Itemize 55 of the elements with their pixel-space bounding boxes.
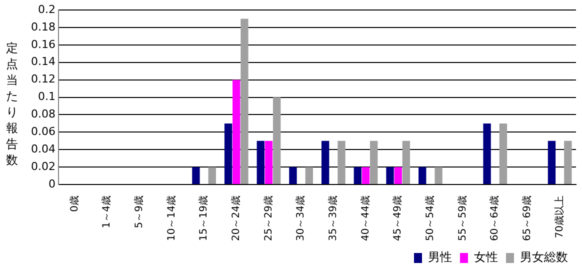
bar xyxy=(402,140,410,184)
bar xyxy=(240,18,248,184)
x-tick-label: 5～9歳 xyxy=(132,196,145,228)
legend-label: 女性 xyxy=(474,250,498,264)
bar xyxy=(264,140,273,184)
x-tick-label: 70歳以上 xyxy=(553,196,566,238)
x-tick-label: 65～69歳 xyxy=(521,196,534,242)
y-tick-label: 0.08 xyxy=(30,108,56,121)
y-tick-label: 0.2 xyxy=(38,2,56,16)
y-tick-label: 0.12 xyxy=(30,72,56,86)
y-tick-label: 0 xyxy=(48,177,56,190)
bar xyxy=(224,123,232,184)
bar xyxy=(386,167,394,184)
bar xyxy=(232,80,240,184)
bar xyxy=(305,167,313,184)
bar xyxy=(338,140,346,184)
y-tick-label: 0.1 xyxy=(38,90,56,104)
bar xyxy=(192,167,200,184)
x-tick-label: 30～34歳 xyxy=(294,196,307,242)
x-tick-label: 35～39歳 xyxy=(327,196,340,242)
x-tick-label: 45～49歳 xyxy=(392,196,404,242)
bar xyxy=(362,167,370,184)
x-tick-label: 15～19歳 xyxy=(198,196,210,242)
bar xyxy=(499,123,508,184)
y-tick-label: 0.02 xyxy=(30,160,56,173)
bar xyxy=(208,167,216,184)
x-tick-label: 55～59歳 xyxy=(456,196,468,242)
x-tick-label: 60～64歳 xyxy=(488,196,501,242)
bar xyxy=(370,140,378,184)
bar xyxy=(434,167,442,184)
y-tick-label: 0.16 xyxy=(30,38,56,51)
x-tick-label: 25～29歳 xyxy=(262,196,274,242)
legend-label: 男性 xyxy=(428,250,452,264)
bar xyxy=(564,140,572,184)
bar xyxy=(354,167,362,184)
bar xyxy=(548,140,556,184)
bar xyxy=(483,123,491,184)
bar xyxy=(272,97,281,184)
x-tick-label: 0歳 xyxy=(68,196,80,212)
bar xyxy=(418,167,426,184)
x-tick-label: 50～54歳 xyxy=(424,196,436,242)
x-tick-label: 40～44歳 xyxy=(359,196,372,242)
bar xyxy=(394,167,402,184)
x-tick-label: 1～4歳 xyxy=(100,196,113,228)
bar xyxy=(256,140,264,184)
legend-label: 男女総数 xyxy=(520,250,568,264)
y-tick-label: 0.14 xyxy=(30,55,56,68)
y-tick-label: 0.06 xyxy=(30,125,56,138)
y-tick-label: 0.18 xyxy=(30,20,56,34)
x-tick-label: 10～14歳 xyxy=(165,196,178,242)
y-axis-title: 定点当たり報告数 xyxy=(5,40,19,168)
bar xyxy=(289,167,297,184)
y-tick-label: 0.04 xyxy=(30,142,56,156)
x-tick-label: 20～24歳 xyxy=(230,196,242,242)
bar xyxy=(321,140,330,184)
